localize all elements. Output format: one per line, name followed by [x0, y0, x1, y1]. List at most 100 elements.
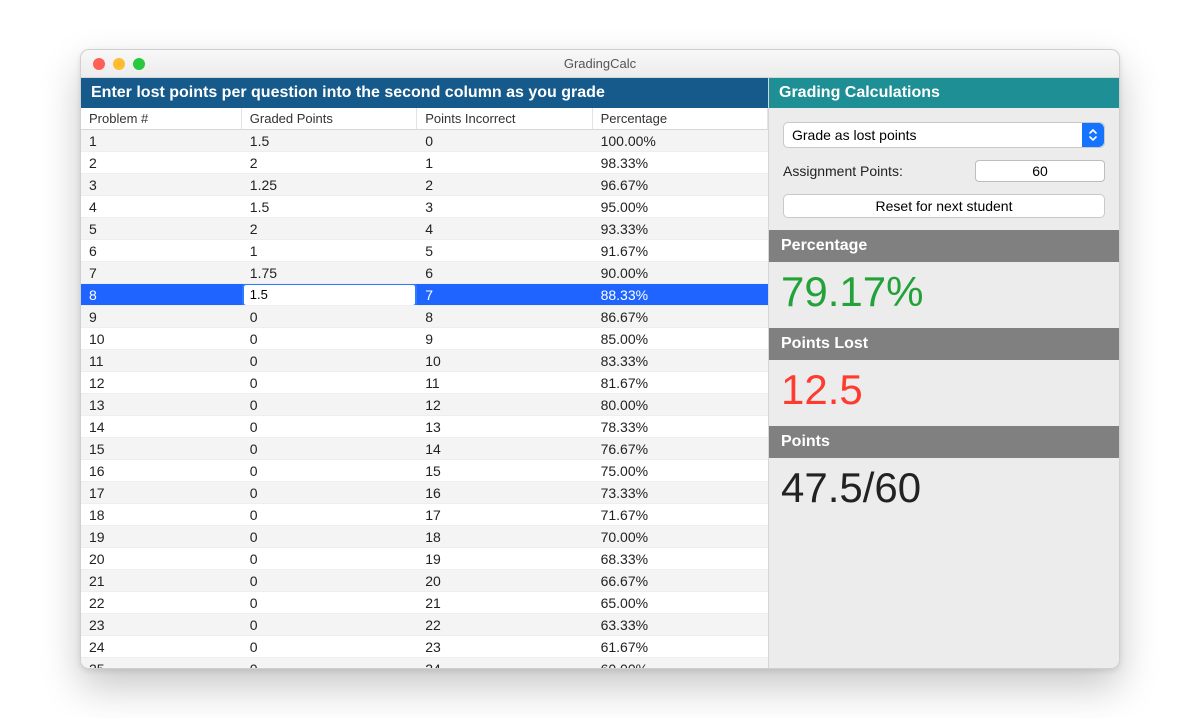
cell-graded-points[interactable]: 0 — [242, 592, 417, 613]
cell-problem[interactable]: 12 — [81, 372, 242, 393]
cell-problem[interactable]: 11 — [81, 350, 242, 371]
cell-points-incorrect[interactable]: 17 — [417, 504, 592, 525]
cell-graded-points[interactable]: 1.5 — [242, 130, 417, 151]
table-row[interactable]: 2502460.00% — [81, 658, 768, 668]
cell-problem[interactable]: 17 — [81, 482, 242, 503]
table-row[interactable]: 41.5395.00% — [81, 196, 768, 218]
table-row[interactable]: 1201181.67% — [81, 372, 768, 394]
table-row[interactable]: 1601575.00% — [81, 460, 768, 482]
table-row[interactable]: 100985.00% — [81, 328, 768, 350]
cell-graded-points[interactable]: 0 — [242, 416, 417, 437]
cell-problem[interactable]: 15 — [81, 438, 242, 459]
cell-points-incorrect[interactable]: 12 — [417, 394, 592, 415]
cell-percentage[interactable]: 81.67% — [593, 372, 768, 393]
cell-graded-points[interactable]: 0 — [242, 482, 417, 503]
table-row[interactable]: 8 788.33% — [81, 284, 768, 306]
table-row[interactable]: 1901870.00% — [81, 526, 768, 548]
cell-problem[interactable]: 13 — [81, 394, 242, 415]
cell-points-incorrect[interactable]: 7 — [417, 284, 592, 305]
col-points-incorrect[interactable]: Points Incorrect — [417, 108, 592, 129]
cell-percentage[interactable]: 88.33% — [593, 284, 768, 305]
table-row[interactable]: 2102066.67% — [81, 570, 768, 592]
col-percentage[interactable]: Percentage — [593, 108, 768, 129]
table-row[interactable]: 1401378.33% — [81, 416, 768, 438]
cell-graded-points[interactable]: 0 — [242, 548, 417, 569]
cell-percentage[interactable]: 71.67% — [593, 504, 768, 525]
cell-points-incorrect[interactable]: 21 — [417, 592, 592, 613]
cell-points-incorrect[interactable]: 18 — [417, 526, 592, 547]
table-row[interactable]: 1501476.67% — [81, 438, 768, 460]
cell-percentage[interactable]: 90.00% — [593, 262, 768, 283]
cell-problem[interactable]: 9 — [81, 306, 242, 327]
cell-problem[interactable]: 10 — [81, 328, 242, 349]
cell-percentage[interactable]: 95.00% — [593, 196, 768, 217]
table-row[interactable]: 11.50100.00% — [81, 130, 768, 152]
cell-graded-points[interactable]: 1.25 — [242, 174, 417, 195]
cell-points-incorrect[interactable]: 6 — [417, 262, 592, 283]
cell-graded-points[interactable]: 0 — [242, 350, 417, 371]
cell-graded-points[interactable]: 0 — [242, 658, 417, 668]
cell-points-incorrect[interactable]: 22 — [417, 614, 592, 635]
table-row[interactable]: 1101083.33% — [81, 350, 768, 372]
cell-percentage[interactable]: 80.00% — [593, 394, 768, 415]
cell-graded-points[interactable]: 1 — [242, 240, 417, 261]
cell-problem[interactable]: 21 — [81, 570, 242, 591]
table-row[interactable]: 2202165.00% — [81, 592, 768, 614]
cell-percentage[interactable]: 66.67% — [593, 570, 768, 591]
cell-graded-points[interactable]: 0 — [242, 328, 417, 349]
cell-problem[interactable]: 24 — [81, 636, 242, 657]
cell-problem[interactable]: 14 — [81, 416, 242, 437]
cell-percentage[interactable]: 68.33% — [593, 548, 768, 569]
cell-problem[interactable]: 18 — [81, 504, 242, 525]
col-problem[interactable]: Problem # — [81, 108, 242, 129]
cell-percentage[interactable]: 61.67% — [593, 636, 768, 657]
cell-graded-points[interactable]: 2 — [242, 152, 417, 173]
cell-problem[interactable]: 6 — [81, 240, 242, 261]
cell-graded-points[interactable]: 0 — [242, 526, 417, 547]
cell-problem[interactable]: 1 — [81, 130, 242, 151]
cell-percentage[interactable]: 75.00% — [593, 460, 768, 481]
table-row[interactable]: 22198.33% — [81, 152, 768, 174]
table-body[interactable]: 11.50100.00%22198.33%31.25296.67%41.5395… — [81, 130, 768, 668]
reset-button[interactable]: Reset for next student — [783, 194, 1105, 218]
cell-points-incorrect[interactable]: 11 — [417, 372, 592, 393]
cell-problem[interactable]: 25 — [81, 658, 242, 668]
cell-points-incorrect[interactable]: 19 — [417, 548, 592, 569]
cell-points-incorrect[interactable]: 5 — [417, 240, 592, 261]
cell-points-incorrect[interactable]: 1 — [417, 152, 592, 173]
cell-percentage[interactable]: 63.33% — [593, 614, 768, 635]
cell-problem[interactable]: 8 — [81, 284, 242, 305]
cell-points-incorrect[interactable]: 20 — [417, 570, 592, 591]
cell-problem[interactable]: 4 — [81, 196, 242, 217]
cell-problem[interactable]: 5 — [81, 218, 242, 239]
cell-percentage[interactable]: 85.00% — [593, 328, 768, 349]
cell-graded-points[interactable]: 0 — [242, 570, 417, 591]
table-row[interactable]: 2001968.33% — [81, 548, 768, 570]
cell-points-incorrect[interactable]: 16 — [417, 482, 592, 503]
cell-percentage[interactable]: 86.67% — [593, 306, 768, 327]
cell-problem[interactable]: 22 — [81, 592, 242, 613]
table-row[interactable]: 1801771.67% — [81, 504, 768, 526]
cell-points-incorrect[interactable]: 0 — [417, 130, 592, 151]
table-row[interactable]: 31.25296.67% — [81, 174, 768, 196]
cell-problem[interactable]: 16 — [81, 460, 242, 481]
cell-problem[interactable]: 2 — [81, 152, 242, 173]
graded-points-input[interactable] — [244, 285, 415, 305]
cell-problem[interactable]: 7 — [81, 262, 242, 283]
cell-problem[interactable]: 3 — [81, 174, 242, 195]
cell-percentage[interactable]: 83.33% — [593, 350, 768, 371]
grading-mode-select[interactable]: Grade as lost points — [783, 122, 1105, 148]
table-row[interactable]: 2302263.33% — [81, 614, 768, 636]
cell-points-incorrect[interactable]: 9 — [417, 328, 592, 349]
table-row[interactable]: 1301280.00% — [81, 394, 768, 416]
cell-percentage[interactable]: 78.33% — [593, 416, 768, 437]
assignment-points-input[interactable] — [975, 160, 1105, 182]
cell-problem[interactable]: 23 — [81, 614, 242, 635]
table-row[interactable]: 90886.67% — [81, 306, 768, 328]
cell-points-incorrect[interactable]: 10 — [417, 350, 592, 371]
cell-percentage[interactable]: 98.33% — [593, 152, 768, 173]
cell-graded-points[interactable]: 1.5 — [242, 196, 417, 217]
cell-graded-points[interactable]: 0 — [242, 438, 417, 459]
cell-percentage[interactable]: 76.67% — [593, 438, 768, 459]
cell-percentage[interactable]: 96.67% — [593, 174, 768, 195]
